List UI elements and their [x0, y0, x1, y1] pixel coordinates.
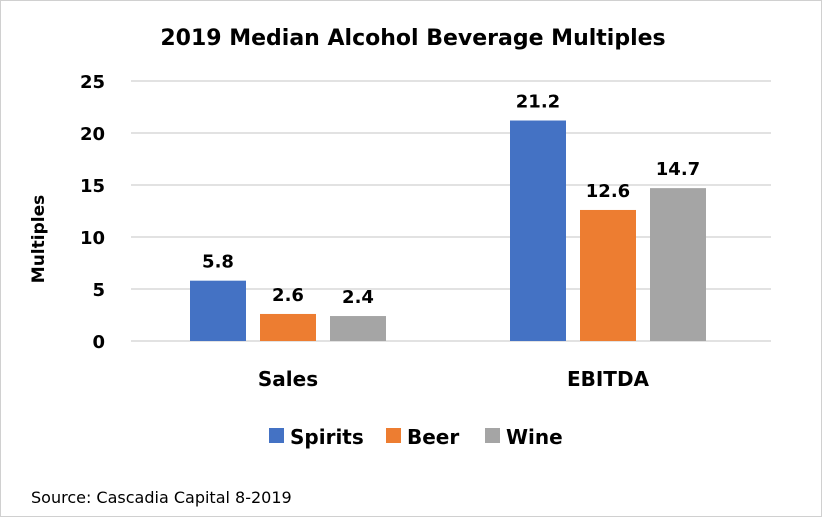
legend-swatch-wine [485, 428, 500, 443]
legend-swatch-spirits [269, 428, 284, 443]
y-tick-label: 5 [92, 280, 105, 301]
y-axis-label: Multiples [29, 195, 49, 283]
data-label: 12.6 [586, 181, 630, 202]
chart-title: 2019 Median Alcohol Beverage Multiples [160, 26, 665, 51]
y-tick-label: 20 [80, 124, 105, 145]
legend-label: Spirits [290, 425, 364, 449]
data-label: 5.8 [202, 252, 234, 273]
legend-swatch-beer [386, 428, 401, 443]
legend-label: Beer [407, 425, 459, 449]
data-label: 14.7 [656, 159, 700, 180]
x-tick-label: EBITDA [567, 367, 650, 391]
y-tick-label: 0 [92, 332, 105, 353]
legend-label: Wine [506, 425, 563, 449]
bar-beer-sales [260, 313, 316, 341]
y-tick-label: 25 [80, 72, 105, 93]
data-label: 2.4 [342, 287, 374, 308]
bar-beer-ebitda [580, 209, 636, 341]
y-tick-label: 15 [80, 176, 105, 197]
bar-wine-ebitda [650, 188, 706, 341]
data-label: 21.2 [516, 92, 560, 113]
y-tick-label: 10 [80, 228, 105, 249]
bar-spirits-ebitda [510, 120, 566, 342]
x-tick-label: Sales [258, 367, 318, 391]
data-label: 2.6 [272, 285, 304, 306]
bar-spirits-sales [190, 280, 246, 341]
bar-wine-sales [330, 316, 386, 341]
source-note: Source: Cascadia Capital 8-2019 [31, 488, 292, 507]
